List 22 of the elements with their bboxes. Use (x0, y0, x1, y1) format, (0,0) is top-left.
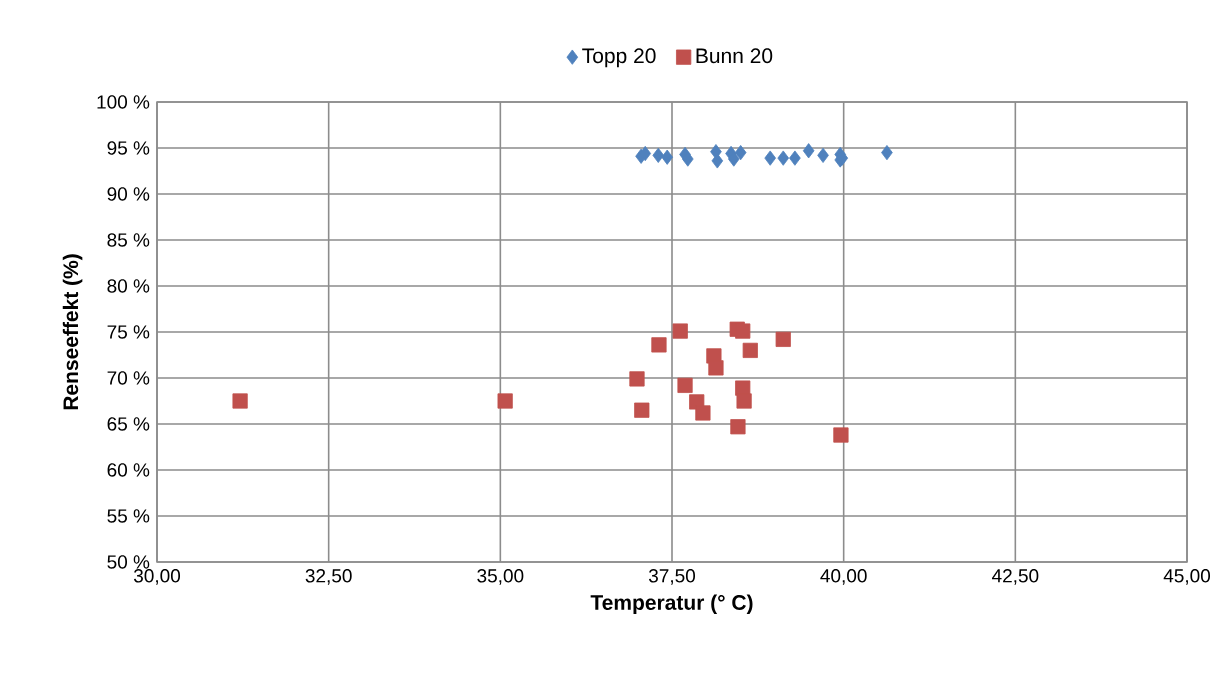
y-tick-label: 70 % (107, 371, 150, 385)
x-tick-label: 37,50 (648, 569, 696, 585)
legend-label: Topp 20 (582, 48, 656, 68)
x-tick-label: 40,00 (820, 569, 867, 585)
x-tick-label: 35,00 (477, 569, 524, 585)
x-axis-title: Temperatur (° C) (590, 594, 753, 615)
y-tick-label: 85 % (107, 233, 150, 247)
x-tick-label: 45,00 (1163, 569, 1211, 585)
x-tick-label: 32,50 (305, 569, 352, 585)
y-tick-label: 55 % (107, 509, 150, 523)
y-tick-label: 60 % (107, 463, 150, 477)
y-tick-label: 100 % (97, 95, 150, 109)
x-tick-label: 30,00 (133, 569, 181, 585)
y-tick-label: 80 % (107, 279, 150, 293)
x-tick-label: 42,50 (992, 569, 1039, 585)
y-tick-label: 75 % (107, 325, 150, 339)
y-tick-label: 50 % (107, 555, 150, 569)
legend-label: Bunn 20 (696, 48, 773, 64)
y-tick-label: 95 % (107, 141, 150, 155)
y-tick-label: 65 % (107, 417, 150, 431)
y-axis-title: Renseeffekt (%) (62, 254, 83, 410)
y-tick-label: 90 % (107, 187, 150, 201)
